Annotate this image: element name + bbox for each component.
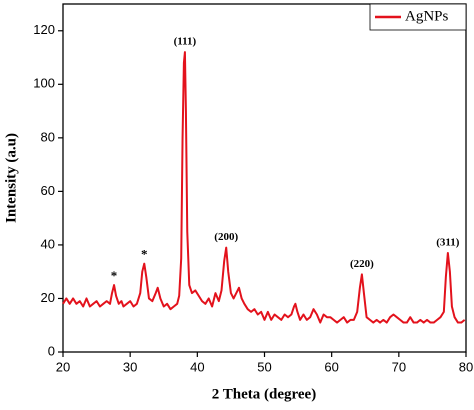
x-tick-label: 80 [459, 359, 473, 374]
y-axis-label: Intensity (a.u) [3, 133, 19, 223]
peak-annotation: * [141, 247, 148, 262]
x-tick-label: 20 [56, 359, 70, 374]
plot-frame [62, 3, 467, 353]
x-tick-label: 50 [257, 359, 271, 374]
peak-annotation: (220) [350, 258, 374, 270]
y-tick-label: 120 [33, 22, 55, 37]
peak-annotation: * [111, 268, 118, 283]
y-tick-label: 0 [48, 343, 55, 358]
x-axis-label: 2 Theta (degree) [212, 386, 316, 402]
y-tick-label: 100 [33, 76, 55, 91]
legend-label: AgNPs [405, 8, 449, 24]
peak-annotation: (200) [214, 231, 238, 243]
x-tick-label: 70 [392, 359, 406, 374]
data-line [62, 51, 466, 324]
peak-annotation: (111) [174, 36, 197, 48]
y-tick-label: 40 [41, 236, 55, 251]
x-tick-label: 30 [123, 359, 137, 374]
y-tick-label: 60 [41, 183, 55, 198]
peak-annotation: (311) [436, 236, 460, 248]
x-tick-label: 40 [190, 359, 204, 374]
x-tick-label: 60 [324, 359, 338, 374]
y-tick-label: 20 [41, 290, 55, 305]
y-tick-label: 80 [41, 129, 55, 144]
